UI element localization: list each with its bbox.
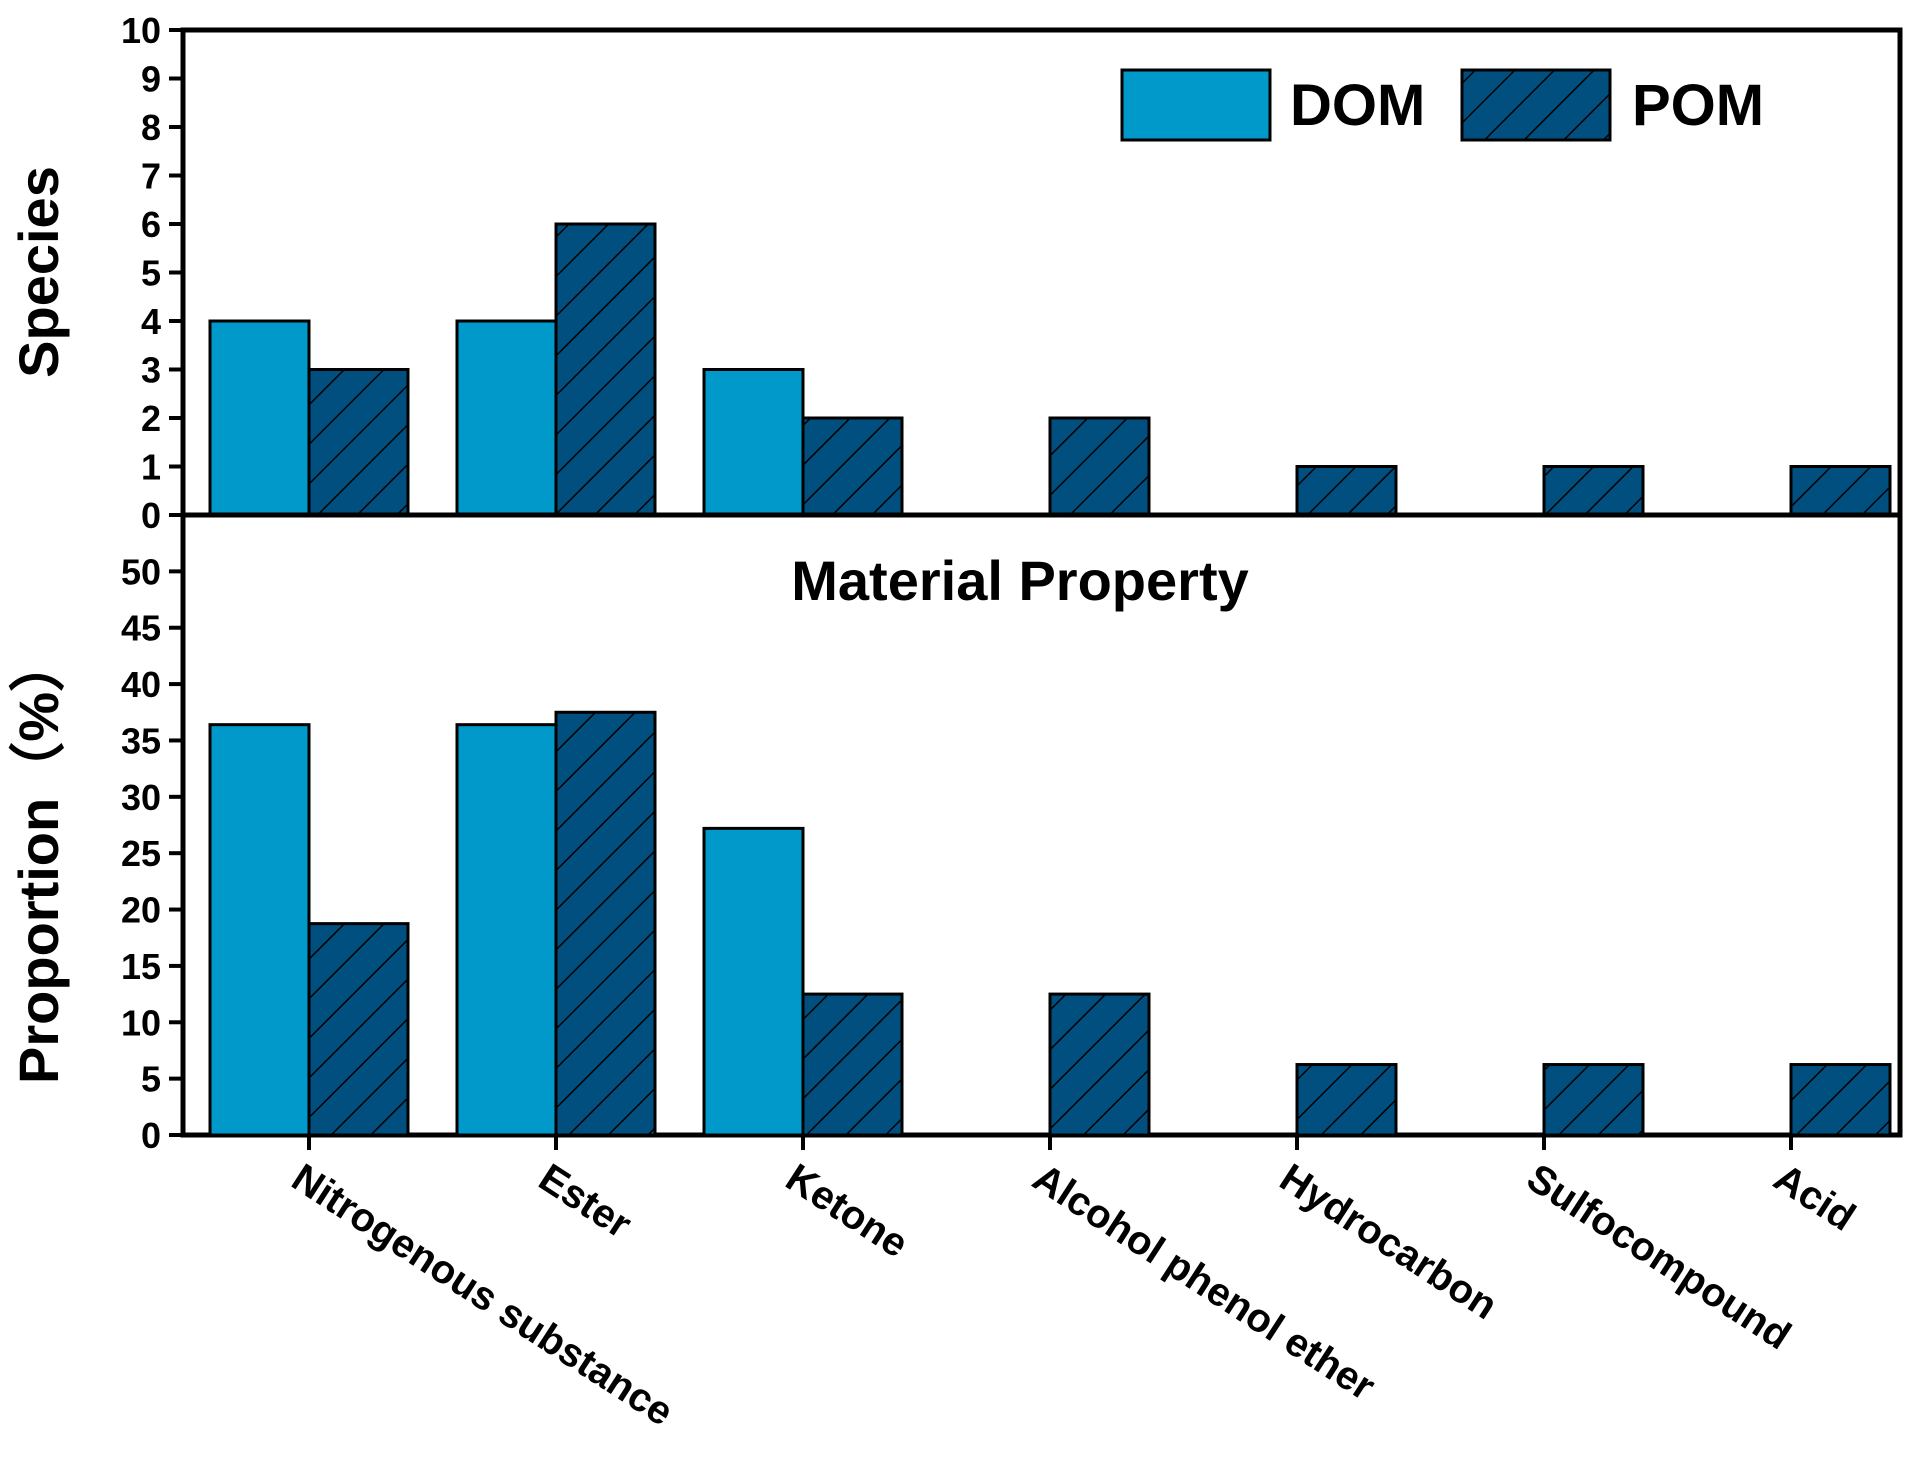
proportion-bar-pom bbox=[801, 992, 904, 1137]
legend-dom-label: DOM bbox=[1290, 73, 1425, 138]
proportion-bar-pom bbox=[1048, 992, 1151, 1137]
species-y-tick-label: 6 bbox=[141, 204, 161, 245]
species-y-tick-label: 5 bbox=[141, 253, 161, 294]
x-tick-label: Ester bbox=[531, 1156, 639, 1247]
proportion-bar-dom bbox=[455, 723, 558, 1137]
species-bar-pom bbox=[1789, 465, 1892, 517]
species-y-tick-label: 8 bbox=[141, 107, 161, 148]
proportion-bar-dom bbox=[208, 723, 311, 1137]
species-y-axis: 0 1 2 3 4 5 6 7 8 9 10 bbox=[121, 10, 183, 536]
proportion-y-tick-label: 50 bbox=[121, 551, 161, 592]
x-tick-label: Ketone bbox=[778, 1156, 916, 1267]
proportion-y-tick-label: 10 bbox=[121, 1002, 161, 1043]
species-y-tick-label: 10 bbox=[121, 10, 161, 51]
proportion-y-tick-label: 40 bbox=[121, 664, 161, 705]
species-bar-dom bbox=[455, 319, 558, 517]
panel-title: Material Property bbox=[791, 549, 1249, 612]
proportion-y-tick-label: 0 bbox=[141, 1115, 161, 1156]
proportion-y-tick-label: 20 bbox=[121, 890, 161, 931]
legend-dom-swatch bbox=[1120, 68, 1272, 142]
species-bars bbox=[208, 222, 1892, 517]
species-bar-pom bbox=[1542, 465, 1645, 517]
proportion-bar-pom bbox=[1542, 1063, 1645, 1137]
proportion-y-tick-label: 35 bbox=[121, 720, 161, 761]
species-y-tick-label: 3 bbox=[141, 350, 161, 391]
proportion-bar-dom bbox=[702, 826, 805, 1137]
proportion-y-tick-label: 15 bbox=[121, 946, 161, 987]
proportion-y-axis-title: Proportion（%） bbox=[7, 636, 70, 1084]
species-y-tick-label: 7 bbox=[141, 156, 161, 197]
legend-pom-label: POM bbox=[1632, 73, 1764, 138]
species-y-axis-title: Species bbox=[7, 166, 70, 378]
species-bar-dom bbox=[208, 319, 311, 517]
x-tick-label: Sulfocompound bbox=[1519, 1156, 1798, 1359]
proportion-y-tick-label: 25 bbox=[121, 833, 161, 874]
species-bar-dom bbox=[702, 368, 805, 517]
x-tick-label: Nitrogenous substance bbox=[284, 1156, 681, 1435]
proportion-panel-frame bbox=[180, 512, 1903, 1138]
proportion-y-tick-label: 5 bbox=[141, 1059, 161, 1100]
proportion-y-axis: 0 5 10 15 20 25 30 35 40 45 50 bbox=[121, 551, 183, 1156]
proportion-y-tick-label: 45 bbox=[121, 608, 161, 649]
species-y-tick-label: 0 bbox=[141, 495, 161, 536]
species-bar-pom bbox=[801, 416, 904, 517]
proportion-bars bbox=[208, 710, 1892, 1137]
proportion-bar-pom bbox=[1295, 1063, 1398, 1137]
proportion-bar-pom bbox=[1789, 1063, 1892, 1137]
species-y-tick-label: 9 bbox=[141, 59, 161, 100]
x-tick-label: Acid bbox=[1766, 1156, 1863, 1240]
x-tick-label: Hydrocarbon bbox=[1272, 1156, 1505, 1328]
proportion-bar-pom bbox=[307, 922, 410, 1137]
species-bar-pom bbox=[307, 368, 410, 517]
species-bar-pom bbox=[554, 222, 657, 517]
legend: DOM POM bbox=[1120, 68, 1764, 142]
species-bar-pom bbox=[1295, 465, 1398, 517]
legend-pom-swatch bbox=[1460, 68, 1612, 142]
species-y-tick-label: 4 bbox=[141, 301, 161, 342]
species-y-tick-label: 1 bbox=[141, 447, 161, 488]
proportion-bar-pom bbox=[554, 710, 657, 1137]
proportion-y-tick-label: 30 bbox=[121, 777, 161, 818]
species-bar-pom bbox=[1048, 416, 1151, 517]
species-y-tick-label: 2 bbox=[141, 398, 161, 439]
